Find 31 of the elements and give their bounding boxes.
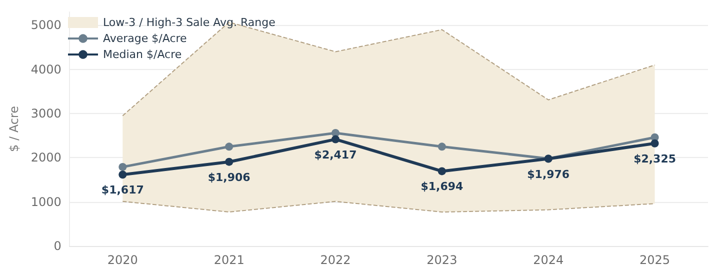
- point: [438, 167, 446, 176]
- x-tick-label: 2020: [107, 253, 138, 267]
- data-label: $1,976: [527, 168, 570, 181]
- point: [225, 142, 234, 151]
- y-tick-label: 1000: [30, 194, 62, 209]
- y-axis-title: $ / Acre: [7, 106, 21, 152]
- legend-label: Average $/Acre: [103, 32, 188, 45]
- y-tick-label: 0: [54, 239, 62, 253]
- y-tick-label: 2000: [30, 150, 62, 165]
- data-label: $2,325: [634, 152, 676, 166]
- legend-label: Low-3 / High-3 Sale Avg. Range: [103, 16, 276, 29]
- point: [332, 135, 340, 144]
- x-tick-label: 2024: [533, 253, 564, 267]
- x-tick-label: 2025: [640, 253, 670, 267]
- y-tick-label: 4000: [30, 62, 62, 76]
- x-tick-label: 2022: [320, 253, 351, 267]
- legend-label: Median $/Acre: [103, 48, 182, 61]
- point: [650, 139, 659, 148]
- line-series: [122, 200, 656, 213]
- point: [438, 142, 446, 151]
- data-label: $1,694: [420, 180, 464, 194]
- point: [118, 170, 127, 179]
- data-label: $2,417: [314, 148, 357, 162]
- x-tick-label: 2023: [426, 253, 458, 267]
- point: [225, 158, 234, 166]
- data-label: $1,617: [101, 184, 144, 197]
- y-tick-label: 5000: [30, 18, 62, 32]
- point: [118, 162, 127, 171]
- x-tick-label: 2021: [214, 253, 244, 267]
- y-tick-label: 3000: [30, 106, 62, 121]
- data-label: $1,906: [208, 170, 251, 184]
